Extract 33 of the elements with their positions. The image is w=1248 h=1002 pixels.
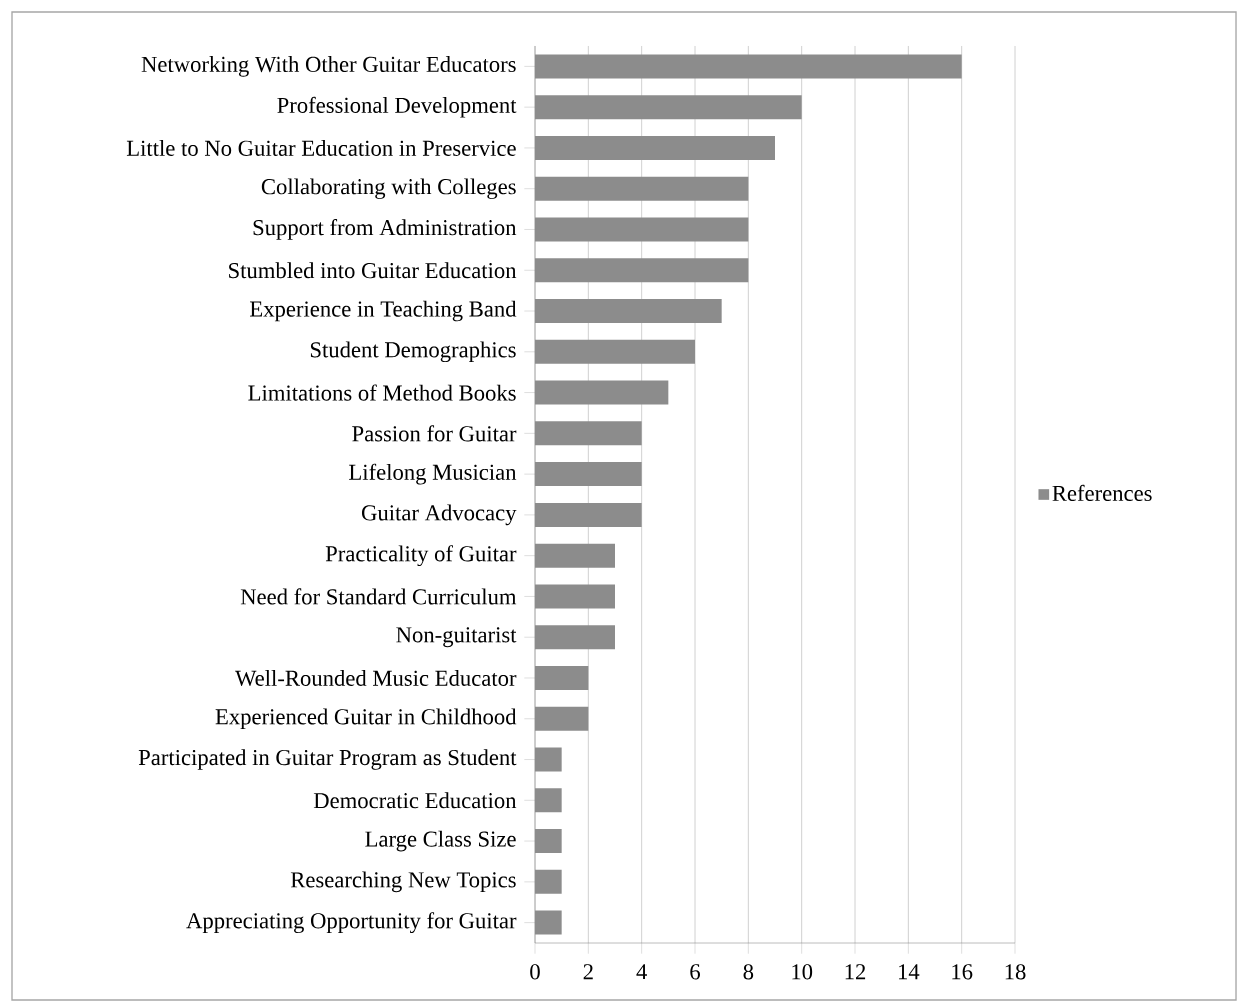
legend-label: References <box>1052 484 1152 502</box>
x-tick-label: 8 <box>743 964 754 980</box>
x-tick-label: 2 <box>583 964 593 980</box>
y-tick-label: Participated in Guitar Program as Student <box>138 749 517 770</box>
y-tick-label: Lifelong Musician <box>349 463 517 485</box>
y-tick-label: Networking With Other Guitar Educators <box>141 56 516 77</box>
y-tick-label: Collaborating with Colleges <box>261 178 516 200</box>
y-tick-label: Democratic Education <box>313 792 517 809</box>
x-tick-label: 10 <box>792 964 813 980</box>
y-tick-label: Appreciating Opportunity for Guitar <box>186 912 517 934</box>
y-tick-label: Non-guitarist <box>396 627 517 648</box>
y-tick-label: Experienced Guitar in Childhood <box>215 708 517 730</box>
x-tick-label: 6 <box>690 964 700 980</box>
x-tick-label: 12 <box>845 964 866 980</box>
x-tick-label: 14 <box>899 964 920 980</box>
y-tick-label: Well-Rounded Music Educator <box>235 669 517 687</box>
y-tick-label: Limitations of Method Books <box>248 384 516 401</box>
y-tick-label: Researching New Topics <box>290 871 516 893</box>
y-tick-label: Student Demographics <box>310 341 516 363</box>
y-tick-label: Professional Development <box>277 96 517 118</box>
y-tick-label: Support from Administration <box>253 219 517 240</box>
y-tick-label: Practicality of Guitar <box>325 545 517 567</box>
y-tick-label: Need for Standard Curriculum <box>240 588 517 605</box>
x-tick-label: 16 <box>952 964 973 980</box>
x-tick-label: 0 <box>530 964 540 980</box>
y-tick-label: Passion for Guitar <box>352 425 517 442</box>
y-tick-label: Guitar Advocacy <box>361 504 517 526</box>
x-tick-label: 18 <box>1005 964 1026 980</box>
y-tick-label: Stumbled into Guitar Education <box>229 262 517 279</box>
y-tick-label: Experience in Teaching Band <box>250 300 517 322</box>
x-tick-label: 4 <box>636 964 647 980</box>
y-tick-label: Large Class Size <box>365 830 516 852</box>
y-tick-label: Little to No Guitar Education in Preservice <box>126 139 516 156</box>
